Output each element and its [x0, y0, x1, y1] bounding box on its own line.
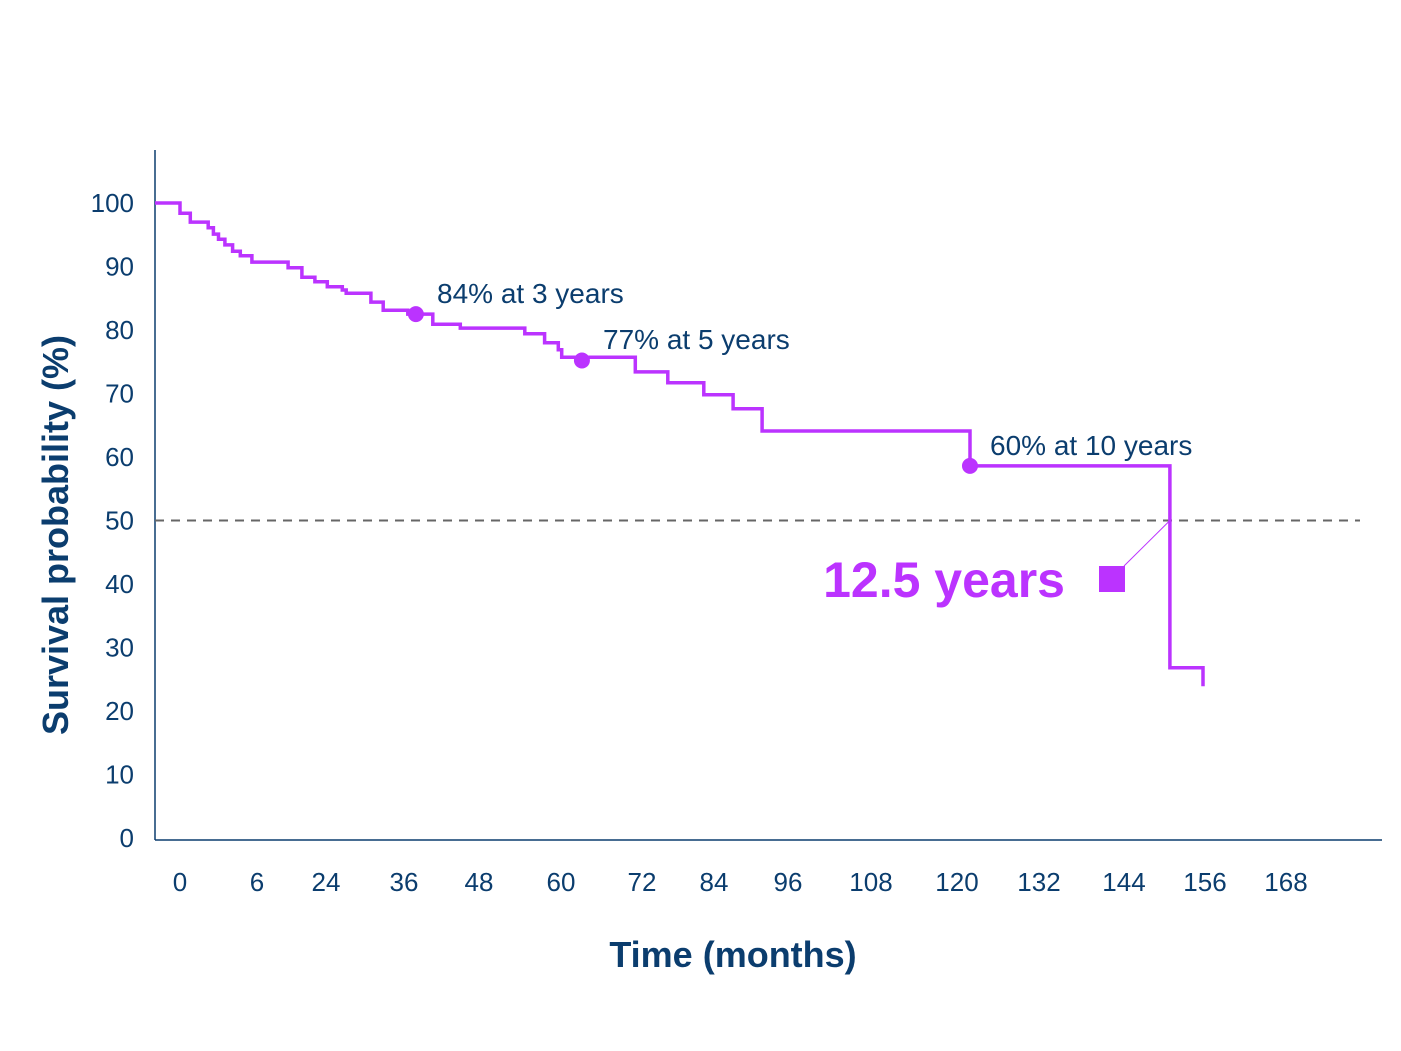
x-tick-label: 108	[849, 867, 892, 897]
y-tick-label: 30	[105, 633, 134, 663]
x-tick-labels: 0 6 24 36 48 60 72 84 96 108 120 132 144 156 168	[173, 867, 1308, 897]
x-tick-label: 144	[1102, 867, 1145, 897]
y-tick-label: 100	[91, 188, 134, 218]
y-axis-title: Survival probability (%)	[35, 335, 76, 735]
median-leader-line	[1123, 520, 1171, 567]
x-tick-label: 24	[312, 867, 341, 897]
x-tick-label: 48	[465, 867, 494, 897]
y-tick-label: 0	[120, 823, 134, 853]
y-tick-labels: 0 10 20 30 40 50 60 70 80 90 100	[91, 188, 134, 853]
y-tick-label: 10	[105, 760, 134, 790]
annotation-10-years: 60% at 10 years	[990, 430, 1192, 461]
x-tick-label: 60	[547, 867, 576, 897]
x-tick-label: 120	[935, 867, 978, 897]
x-tick-label: 6	[250, 867, 264, 897]
annotation-marker-dot	[961, 457, 978, 474]
x-tick-label: 132	[1017, 867, 1060, 897]
x-axis-title: Time (months)	[609, 934, 856, 975]
x-tick-label: 168	[1264, 867, 1307, 897]
y-tick-label: 40	[105, 569, 134, 599]
y-tick-label: 60	[105, 442, 134, 472]
annotation-3-years: 84% at 3 years	[437, 278, 624, 309]
x-tick-label: 96	[774, 867, 803, 897]
x-tick-label: 84	[700, 867, 729, 897]
annotation-marker-dot	[573, 352, 590, 369]
median-square-marker	[1099, 566, 1125, 592]
annotation-5-years: 77% at 5 years	[603, 324, 790, 355]
y-tick-label: 80	[105, 315, 134, 345]
x-tick-label: 0	[173, 867, 187, 897]
annotation-markers	[407, 306, 978, 474]
y-tick-label: 70	[105, 379, 134, 409]
median-survival-label: 12.5 years	[823, 552, 1065, 608]
y-tick-label: 20	[105, 696, 134, 726]
annotation-marker-dot	[407, 306, 424, 323]
x-tick-label: 36	[390, 867, 419, 897]
y-tick-label: 90	[105, 252, 134, 282]
x-tick-label: 72	[628, 867, 657, 897]
survival-curve	[155, 201, 1205, 687]
x-tick-label: 156	[1183, 867, 1226, 897]
y-tick-label: 50	[105, 506, 134, 536]
axes	[154, 150, 1382, 841]
